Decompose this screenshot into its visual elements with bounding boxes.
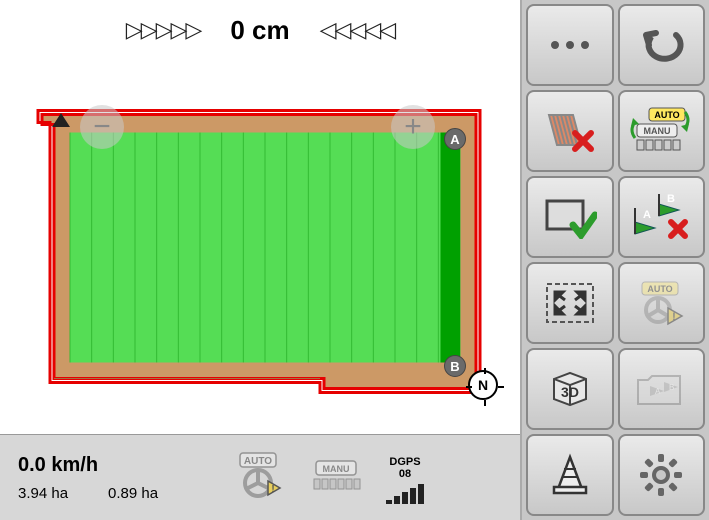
svg-text:!: ! bbox=[672, 311, 676, 323]
svg-text:AUTO: AUTO bbox=[244, 456, 272, 467]
svg-text:AUTO: AUTO bbox=[648, 284, 673, 294]
svg-text:AUTO: AUTO bbox=[655, 110, 680, 120]
nudge-left-arrows[interactable]: ▷▷▷▷▷ bbox=[126, 17, 201, 43]
view-3d-button[interactable]: 3D bbox=[526, 348, 614, 430]
delete-coverage-button[interactable] bbox=[526, 90, 614, 172]
speed-value: 0.0 km/h bbox=[18, 454, 230, 477]
svg-text:3D: 3D bbox=[561, 384, 579, 400]
svg-text:!: ! bbox=[271, 484, 274, 495]
ab-folder-button[interactable]: A B bbox=[618, 348, 706, 430]
signal-bars-icon bbox=[386, 482, 424, 504]
gps-status[interactable]: DGPS 08 bbox=[386, 457, 424, 504]
more-options-button[interactable] bbox=[526, 4, 614, 86]
marker-a-badge: A bbox=[444, 128, 466, 150]
svg-text:A: A bbox=[643, 209, 651, 221]
menu-panel: AUTO MANU A B bbox=[520, 0, 709, 520]
nudge-right-arrows[interactable]: ◁◁◁◁◁ bbox=[320, 17, 395, 43]
svg-text:B: B bbox=[669, 383, 674, 392]
gps-satellites: 08 bbox=[386, 468, 424, 480]
svg-text:A: A bbox=[655, 387, 661, 396]
back-button[interactable] bbox=[618, 4, 706, 86]
settings-button[interactable] bbox=[618, 434, 706, 516]
field-map[interactable]: − + A B N bbox=[30, 100, 490, 405]
auto-steer-status-icon[interactable]: AUTO ! bbox=[230, 451, 290, 504]
svg-text:B: B bbox=[667, 194, 675, 205]
svg-text:MANU: MANU bbox=[644, 126, 671, 136]
offset-bar: ▷▷▷▷▷ 0 cm ◁◁◁◁◁ bbox=[0, 0, 520, 60]
svg-text:MANU: MANU bbox=[323, 464, 350, 474]
zoom-out-button[interactable]: − bbox=[80, 105, 124, 149]
zoom-in-button[interactable]: + bbox=[391, 105, 435, 149]
main-view-area: ▷▷▷▷▷ 0 cm ◁◁◁◁◁ − + A B N bbox=[0, 0, 520, 434]
vehicle-marker-icon bbox=[52, 113, 70, 132]
status-bar: 0.0 km/h 3.94 ha 0.89 ha AUTO ! MANU bbox=[0, 434, 520, 520]
area-worked: 0.89 ha bbox=[108, 485, 158, 502]
area-total: 3.94 ha bbox=[18, 485, 68, 502]
marker-b-badge: B bbox=[444, 355, 466, 377]
boundary-confirm-button[interactable] bbox=[526, 176, 614, 258]
obstacle-cone-button[interactable] bbox=[526, 434, 614, 516]
offset-value: 0 cm bbox=[230, 15, 289, 46]
auto-manu-toggle-button[interactable]: AUTO MANU bbox=[618, 90, 706, 172]
zoom-extents-button[interactable] bbox=[526, 262, 614, 344]
ab-line-manage-button[interactable]: A B bbox=[618, 176, 706, 258]
north-indicator-icon: N bbox=[468, 370, 498, 400]
auto-steer-warning-button[interactable]: AUTO ! bbox=[618, 262, 706, 344]
section-control-status-icon[interactable]: MANU bbox=[308, 459, 368, 504]
gps-label: DGPS bbox=[386, 457, 424, 468]
